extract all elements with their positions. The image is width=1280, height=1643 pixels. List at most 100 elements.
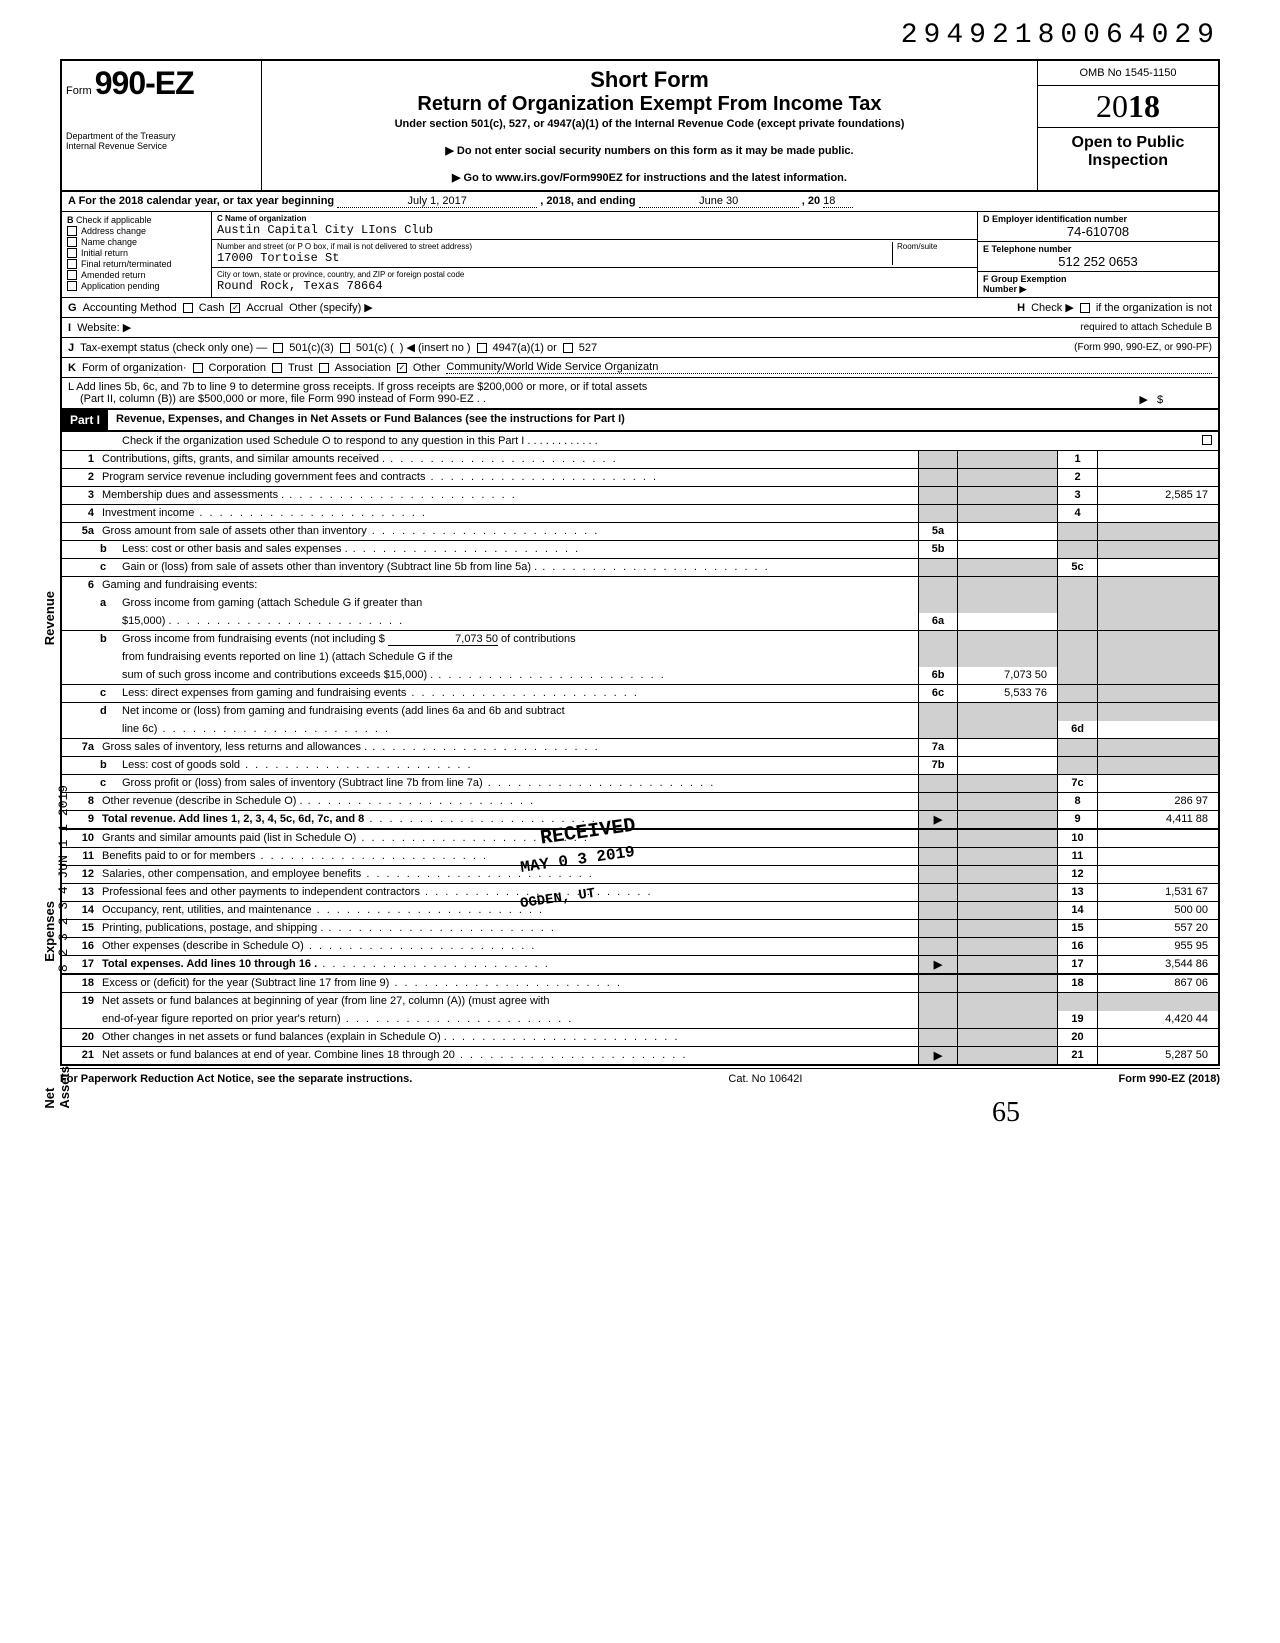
ssn-warning: ▶ Do not enter social security numbers o… (268, 144, 1031, 157)
part-1-tag: Part I (62, 410, 108, 430)
org-name-value: Austin Capital City LIons Club (217, 223, 972, 237)
row-g-h: G Accounting Method Cash ✓Accrual Other … (60, 298, 1220, 318)
checkbox-name-change[interactable] (67, 237, 77, 247)
phone-label: E Telephone number (983, 244, 1213, 254)
form-title-2: Return of Organization Exempt From Incom… (268, 93, 1031, 116)
line-7a: 7aGross sales of inventory, less returns… (62, 739, 1218, 757)
checkbox-527[interactable] (563, 343, 573, 353)
form-title-1: Short Form (268, 67, 1031, 93)
city-label: City or town, state or province, country… (217, 270, 972, 279)
line-12: 12Salaries, other compensation, and empl… (62, 866, 1218, 884)
column-b-checkboxes: B Check if applicable Address change Nam… (62, 212, 212, 297)
checkbox-amended-return[interactable] (67, 270, 77, 280)
net-assets-side-label: Net Assets (42, 1066, 72, 1109)
header-center: Short Form Return of Organization Exempt… (262, 61, 1038, 190)
catalog-number: Cat. No 10642I (728, 1073, 802, 1085)
line-6a-2: $15,000) .6a (62, 613, 1218, 631)
checkbox-501c[interactable] (340, 343, 350, 353)
form-ref: Form 990-EZ (2018) (1119, 1073, 1220, 1085)
phone-value: 512 252 0653 (983, 254, 1213, 269)
line-6b-1: bGross income from fundraising events (n… (62, 631, 1218, 649)
line-20: 20Other changes in net assets or fund ba… (62, 1029, 1218, 1047)
line-5c: cGain or (loss) from sale of assets othe… (62, 559, 1218, 577)
irs-department: Department of the Treasury Internal Reve… (66, 132, 253, 152)
revenue-side-label: Revenue (42, 591, 57, 645)
line-6b-3: sum of such gross income and contributio… (62, 667, 1218, 685)
form-number: Form 990-EZ (66, 65, 253, 102)
checkbox-trust[interactable] (272, 363, 282, 373)
street-value: 17000 Tortoise St (217, 251, 892, 265)
checkbox-association[interactable] (319, 363, 329, 373)
checkbox-cash[interactable] (183, 303, 193, 313)
line-21: 21Net assets or fund balances at end of … (62, 1047, 1218, 1066)
ein-label: D Employer identification number (983, 214, 1213, 224)
part-1-grid: 1Contributions, gifts, grants, and simil… (60, 451, 1220, 1066)
checkbox-501c3[interactable] (273, 343, 283, 353)
margin-date-stamp: 8 2 3 2 3 4 JUN 1 1 2019 (56, 785, 71, 972)
city-value: Round Rock, Texas 78664 (217, 279, 972, 293)
checkbox-corporation[interactable] (193, 363, 203, 373)
line-17: 17Total expenses. Add lines 10 through 1… (62, 956, 1218, 975)
line-7b: bLess: cost of goods sold7b (62, 757, 1218, 775)
checkbox-schedule-b[interactable] (1080, 303, 1090, 313)
header-left: Form 990-EZ Department of the Treasury I… (62, 61, 262, 190)
line-18: 18Excess or (deficit) for the year (Subt… (62, 975, 1218, 993)
line-8: 8Other revenue (describe in Schedule O) … (62, 793, 1218, 811)
checkbox-initial-return[interactable] (67, 248, 77, 258)
checkbox-4947a1[interactable] (477, 343, 487, 353)
part-1-title: Revenue, Expenses, and Changes in Net As… (108, 410, 1218, 430)
line-6: 6Gaming and fundraising events: (62, 577, 1218, 595)
line-6d-2: line 6c)6d (62, 721, 1218, 739)
handwritten-page-number: 65 (60, 1097, 1020, 1129)
line-15: 15Printing, publications, postage, and s… (62, 920, 1218, 938)
line-14: 14Occupancy, rent, utilities, and mainte… (62, 902, 1218, 920)
line-6d-1: dNet income or (loss) from gaming and fu… (62, 703, 1218, 721)
form-subtitle: Under section 501(c), 527, or 4947(a)(1)… (268, 118, 1031, 130)
line-3: 3Membership dues and assessments .32,585… (62, 487, 1218, 505)
line-5a: 5aGross amount from sale of assets other… (62, 523, 1218, 541)
line-13: 13Professional fees and other payments t… (62, 884, 1218, 902)
org-info-box: B Check if applicable Address change Nam… (60, 212, 1220, 298)
part-1-header: Part I Revenue, Expenses, and Changes in… (60, 410, 1220, 432)
instructions-link: ▶ Go to www.irs.gov/Form990EZ for instru… (268, 171, 1031, 184)
other-org-value: Community/World Wide Service Organizatn (446, 361, 1212, 374)
checkbox-application-pending[interactable] (67, 281, 77, 291)
checkbox-accrual[interactable]: ✓ (230, 303, 240, 313)
document-stamp-number: 29492180064029 (60, 20, 1220, 51)
line-4: 4Investment income4 (62, 505, 1218, 523)
part-1-subtitle: Check if the organization used Schedule … (60, 432, 1220, 451)
paperwork-notice: For Paperwork Reduction Act Notice, see … (60, 1073, 412, 1085)
checkbox-other-org[interactable]: ✓ (397, 363, 407, 373)
line-5b: bLess: cost or other basis and sales exp… (62, 541, 1218, 559)
tax-year-end-yy: 18 (823, 195, 853, 208)
group-exemption-label: F Group Exemption (983, 274, 1213, 284)
header-right: OMB No 1545-1150 2018 Open to Public Ins… (1038, 61, 1218, 190)
line-19-2: end-of-year figure reported on prior yea… (62, 1011, 1218, 1029)
checkbox-schedule-o[interactable] (1202, 435, 1212, 445)
row-k-form-of-org: K Form of organization· Corporation Trus… (60, 358, 1220, 378)
line-10: 10Grants and similar amounts paid (list … (62, 830, 1218, 848)
line-2: 2Program service revenue including gover… (62, 469, 1218, 487)
expenses-side-label: Expenses (42, 901, 57, 962)
row-j-tax-exempt: J Tax-exempt status (check only one) — 5… (60, 338, 1220, 358)
omb-number: OMB No 1545-1150 (1038, 61, 1218, 86)
row-l-gross-receipts: L Add lines 5b, 6c, and 7b to line 9 to … (60, 378, 1220, 410)
public-inspection: Open to Public Inspection (1038, 128, 1218, 176)
page-footer: For Paperwork Reduction Act Notice, see … (60, 1068, 1220, 1089)
checkbox-address-change[interactable] (67, 226, 77, 236)
form-header: Form 990-EZ Department of the Treasury I… (60, 59, 1220, 192)
line-9: 9Total revenue. Add lines 1, 2, 3, 4, 5c… (62, 811, 1218, 830)
line-1: 1Contributions, gifts, grants, and simil… (62, 451, 1218, 469)
row-a-tax-year: A For the 2018 calendar year, or tax yea… (60, 192, 1220, 212)
room-suite-label: Room/suite (897, 242, 972, 251)
line-7c: cGross profit or (loss) from sales of in… (62, 775, 1218, 793)
column-c-org-details: C Name of organization Austin Capital Ci… (212, 212, 978, 297)
line-11: 11Benefits paid to or for members11 (62, 848, 1218, 866)
tax-year-end: June 30 (639, 195, 799, 208)
checkbox-final-return[interactable] (67, 259, 77, 269)
tax-year-begin: July 1, 2017 (337, 195, 537, 208)
street-label: Number and street (or P O box, if mail i… (217, 242, 892, 251)
line-16: 16Other expenses (describe in Schedule O… (62, 938, 1218, 956)
line-6c: cLess: direct expenses from gaming and f… (62, 685, 1218, 703)
line-6a-1: aGross income from gaming (attach Schedu… (62, 595, 1218, 613)
